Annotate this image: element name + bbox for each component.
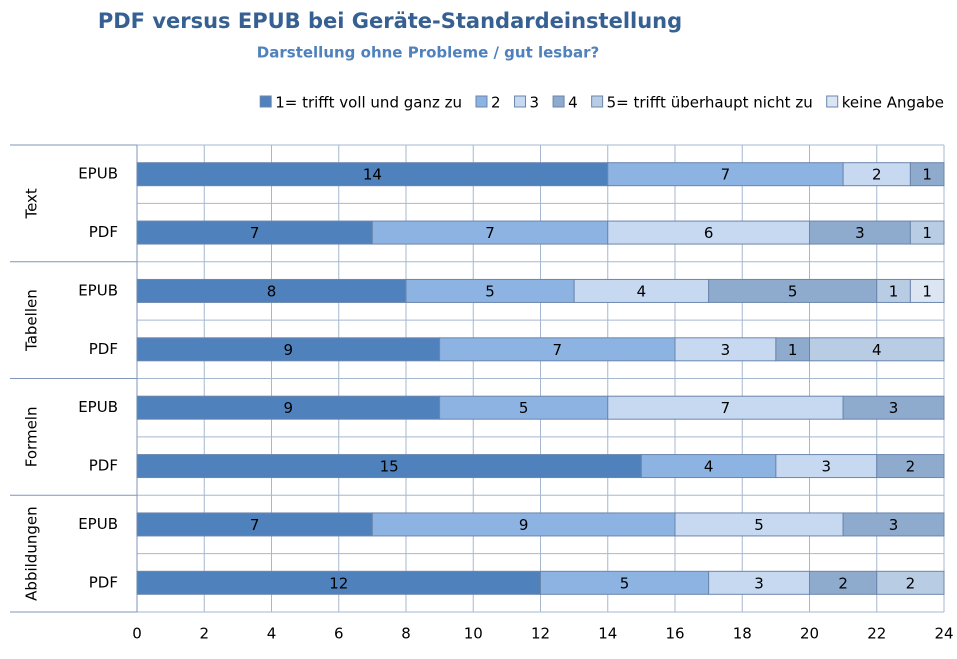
data-label: 9 [284, 399, 294, 417]
y-tick-label: PDF [89, 573, 118, 591]
bar-segment [842, 512, 945, 537]
data-label: 14 [363, 166, 382, 184]
bar-segment [909, 162, 945, 187]
data-label: 4 [637, 282, 647, 300]
x-tick-label: 24 [934, 625, 953, 643]
legend-swatch [552, 95, 565, 108]
data-label: 12 [329, 574, 348, 592]
x-tick-label: 12 [531, 625, 550, 643]
data-label: 7 [250, 224, 260, 242]
data-label: 9 [284, 341, 294, 359]
data-label: 5 [754, 516, 764, 534]
y-tick-label: PDF [89, 340, 118, 358]
group-label: Text [23, 188, 41, 219]
y-tick-label: EPUB [78, 398, 118, 416]
data-label: 3 [721, 341, 731, 359]
data-label: 1 [922, 282, 932, 300]
y-tick-label: PDF [89, 457, 118, 475]
legend-label: 3 [530, 94, 540, 112]
legend-swatch [514, 95, 527, 108]
group-label: Formeln [23, 407, 41, 468]
data-label: 3 [889, 516, 899, 534]
bar-segment [909, 220, 945, 245]
data-label: 2 [838, 574, 848, 592]
chart-subtitle: Darstellung ohne Probleme / gut lesbar? [257, 44, 599, 62]
y-tick-label: EPUB [78, 515, 118, 533]
data-label: 3 [889, 399, 899, 417]
y-tick-label: PDF [89, 223, 118, 241]
data-label: 1 [922, 166, 932, 184]
bar-segment [909, 278, 945, 303]
data-label: 3 [822, 458, 832, 476]
data-label: 3 [855, 224, 865, 242]
legend-label: 4 [568, 94, 578, 112]
x-tick-label: 10 [464, 625, 483, 643]
legend-swatch [826, 95, 839, 108]
bar-segment [876, 454, 945, 479]
legend-label: keine Angabe [842, 94, 944, 112]
x-tick-label: 8 [401, 625, 411, 643]
data-label: 7 [485, 224, 495, 242]
y-tick-label: EPUB [78, 281, 118, 299]
data-label: 5 [620, 574, 630, 592]
chart-title: PDF versus EPUB bei Geräte-Standardeinst… [98, 9, 682, 33]
group-label: Tabellen [23, 289, 41, 352]
data-label: 5 [788, 282, 798, 300]
data-label: 7 [721, 166, 731, 184]
legend-swatch [259, 95, 272, 108]
legend-label: 1= trifft voll und ganz zu [275, 94, 462, 112]
data-label: 7 [553, 341, 563, 359]
data-label: 1 [788, 341, 798, 359]
data-label: 7 [250, 516, 260, 534]
x-tick-label: 18 [733, 625, 752, 643]
bar-segment [809, 337, 945, 362]
data-label: 1 [889, 282, 899, 300]
x-tick-label: 22 [867, 625, 886, 643]
data-label: 15 [380, 458, 399, 476]
data-label: 2 [872, 166, 882, 184]
x-tick-label: 16 [665, 625, 684, 643]
x-tick-label: 6 [334, 625, 344, 643]
data-label: 9 [519, 516, 529, 534]
data-label: 4 [704, 458, 714, 476]
x-tick-label: 4 [267, 625, 277, 643]
data-label: 2 [906, 458, 916, 476]
bar-segment [876, 570, 945, 595]
data-label: 1 [922, 224, 932, 242]
data-label: 2 [906, 574, 916, 592]
legend-label: 2 [491, 94, 501, 112]
data-label: 8 [267, 282, 277, 300]
data-label: 6 [704, 224, 714, 242]
data-label: 3 [754, 574, 764, 592]
x-tick-label: 0 [132, 625, 142, 643]
data-label: 4 [872, 341, 882, 359]
data-label: 7 [721, 399, 731, 417]
data-label: 5 [485, 282, 495, 300]
legend-label: 5= trifft überhaupt nicht zu [607, 94, 813, 112]
data-label: 5 [519, 399, 529, 417]
x-tick-label: 2 [199, 625, 209, 643]
x-tick-label: 20 [800, 625, 819, 643]
legend-swatch [591, 95, 604, 108]
bar-segment [842, 395, 945, 420]
group-label: Abbildungen [23, 506, 41, 600]
legend-swatch [475, 95, 488, 108]
y-tick-label: EPUB [78, 165, 118, 183]
x-tick-label: 14 [598, 625, 617, 643]
